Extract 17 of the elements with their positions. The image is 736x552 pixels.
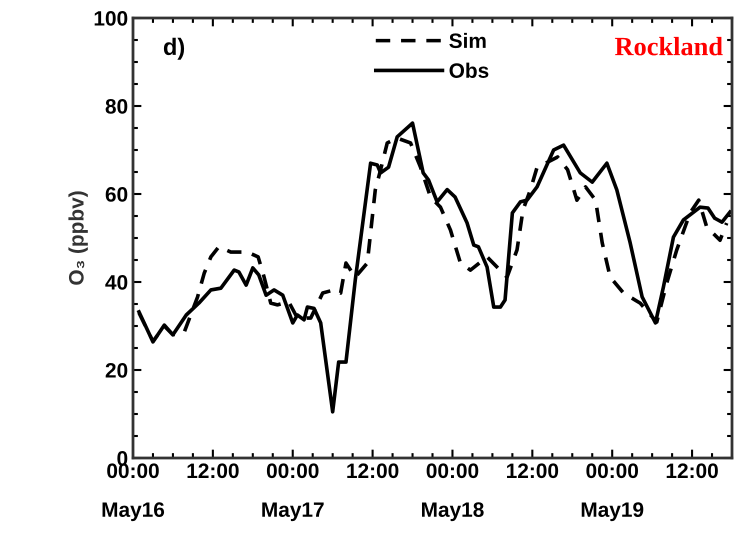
legend-label: Sim xyxy=(449,32,486,48)
x-tick-label: 12:00 xyxy=(188,463,239,478)
x-tick-label: 12:00 xyxy=(666,463,718,478)
annotation: Rockland xyxy=(614,36,723,56)
x-tick-label: 00:00 May19 xyxy=(582,463,644,522)
x-tick-label: 00:00 May18 xyxy=(422,463,484,522)
x-tick-label: 00:00 May17 xyxy=(262,463,324,522)
x-tick-label: 12:00 xyxy=(507,463,558,478)
x-tick-label: 12:00 xyxy=(347,463,398,478)
y-axis-title: O₃ (ppbv) xyxy=(68,191,88,285)
y-tick-label: 60 xyxy=(106,187,128,202)
legend-label: Obs xyxy=(450,62,488,78)
y-tick-label: 100 xyxy=(94,11,128,26)
y-tick-label: 20 xyxy=(106,363,128,378)
y-tick-label: 40 xyxy=(105,275,128,290)
annotation: d) xyxy=(164,38,184,60)
y-tick-label: 80 xyxy=(106,99,128,114)
